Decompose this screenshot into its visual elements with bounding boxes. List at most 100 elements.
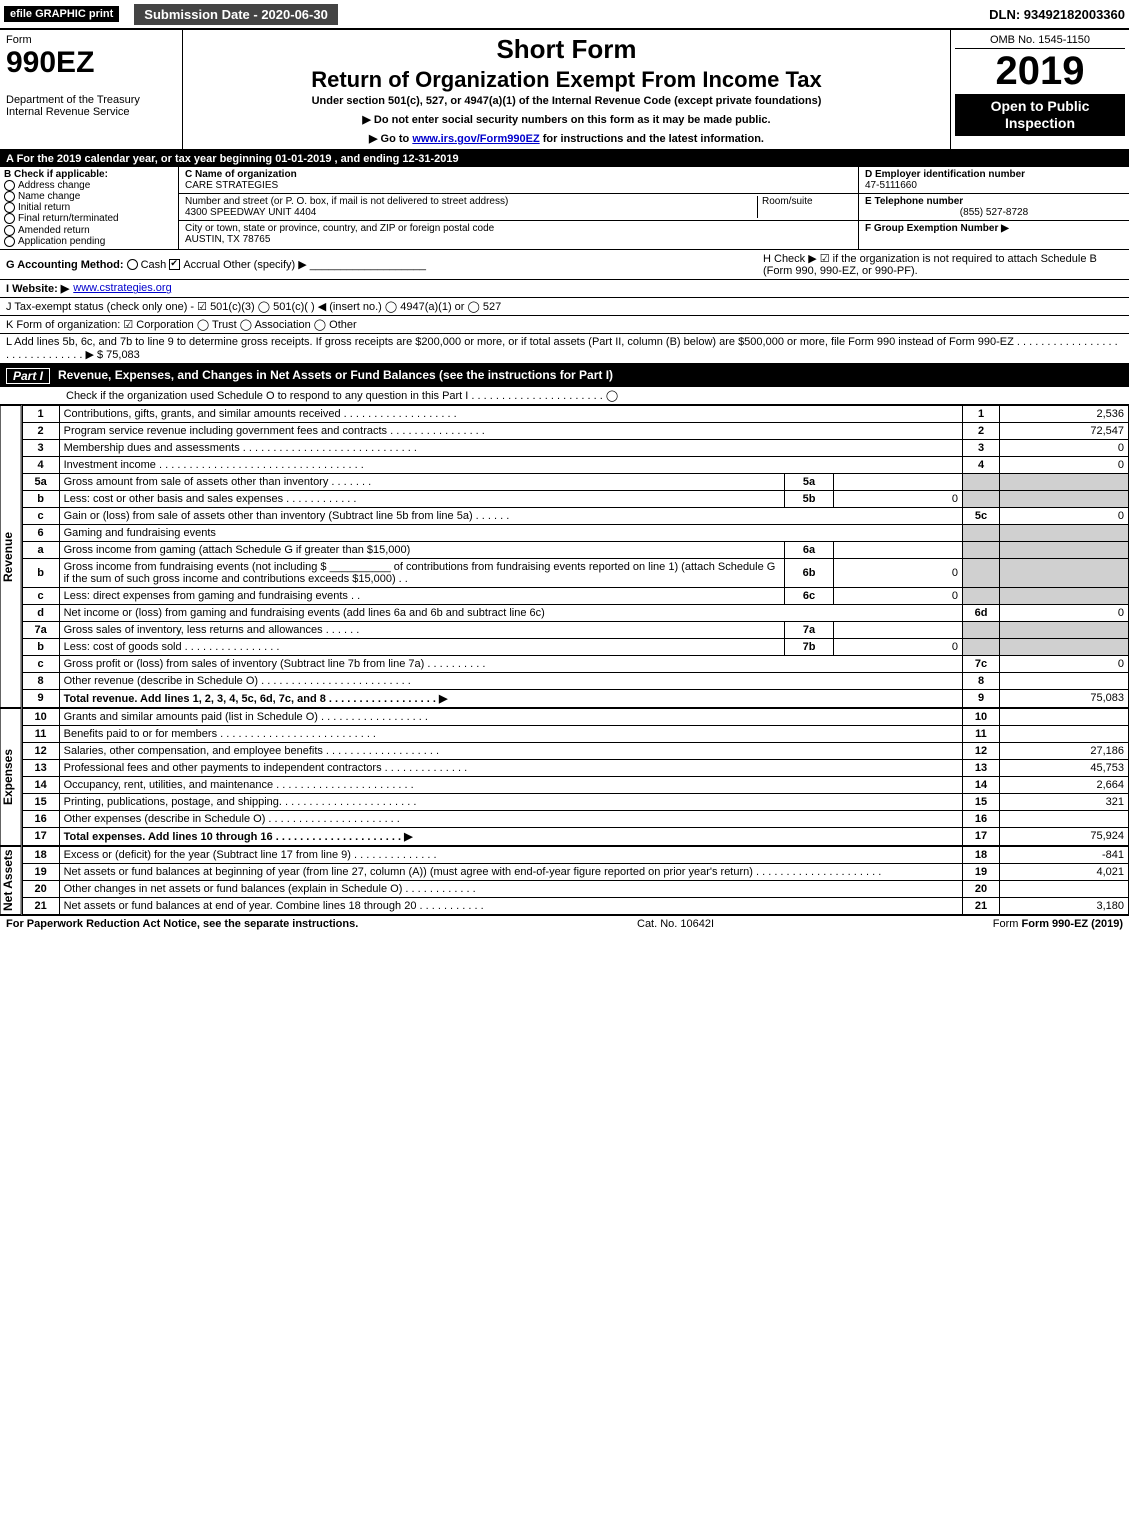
- dept: Department of the Treasury: [6, 94, 176, 106]
- expenses-section: Expenses 10Grants and similar amounts pa…: [0, 708, 1129, 846]
- f-label: F Group Exemption Number ▶: [865, 223, 1009, 234]
- box-d-e-f: D Employer identification number 47-5111…: [858, 167, 1129, 249]
- g-label: G Accounting Method:: [6, 259, 124, 271]
- j-text: J Tax-exempt status (check only one) - ☑…: [6, 300, 501, 313]
- cb-cash[interactable]: [127, 259, 138, 270]
- cb-amended[interactable]: Amended return: [4, 225, 174, 236]
- irs-link[interactable]: www.irs.gov/Form990EZ: [412, 133, 539, 145]
- line-17: 17Total expenses. Add lines 10 through 1…: [22, 827, 1128, 845]
- box-c: C Name of organization CARE STRATEGIES N…: [179, 167, 858, 249]
- cb-accrual[interactable]: [169, 259, 180, 270]
- line-6c: cLess: direct expenses from gaming and f…: [22, 587, 1128, 604]
- submission-date: Submission Date - 2020-06-30: [134, 4, 338, 25]
- line-20: 20Other changes in net assets or fund ba…: [22, 880, 1128, 897]
- line-4: 4Investment income . . . . . . . . . . .…: [22, 456, 1128, 473]
- part1-check: Check if the organization used Schedule …: [0, 387, 1129, 405]
- efile-badge[interactable]: efile GRAPHIC print: [4, 6, 119, 22]
- tax-year: 2019: [955, 49, 1125, 94]
- instr2-post: for instructions and the latest informat…: [540, 133, 764, 145]
- part1-label: Part I: [6, 368, 50, 384]
- website-link[interactable]: www.cstrategies.org: [73, 282, 171, 294]
- inspection-box: Open to Public Inspection: [955, 94, 1125, 136]
- line-15: 15Printing, publications, postage, and s…: [22, 793, 1128, 810]
- street-block: Number and street (or P. O. box, if mail…: [179, 194, 858, 221]
- i-label: I Website: ▶: [6, 282, 69, 295]
- cb-address[interactable]: Address change: [4, 180, 174, 191]
- line-13: 13Professional fees and other payments t…: [22, 759, 1128, 776]
- entity-block: B Check if applicable: Address change Na…: [0, 167, 1129, 250]
- line-7c: cGross profit or (loss) from sales of in…: [22, 655, 1128, 672]
- main-title: Return of Organization Exempt From Incom…: [193, 67, 940, 93]
- g-accounting: G Accounting Method: Cash Accrual Other …: [6, 258, 763, 271]
- line-5b: bLess: cost or other basis and sales exp…: [22, 490, 1128, 507]
- line-10: 10Grants and similar amounts paid (list …: [22, 708, 1128, 725]
- footer-center: Cat. No. 10642I: [637, 918, 714, 930]
- cb-pending[interactable]: Application pending: [4, 236, 174, 247]
- line-7b: bLess: cost of goods sold . . . . . . . …: [22, 638, 1128, 655]
- org-name: CARE STRATEGIES: [185, 180, 852, 191]
- line-2: 2Program service revenue including gover…: [22, 422, 1128, 439]
- footer-left: For Paperwork Reduction Act Notice, see …: [6, 918, 358, 930]
- top-bar: efile GRAPHIC print Submission Date - 20…: [0, 0, 1129, 30]
- d-label: D Employer identification number: [865, 169, 1123, 180]
- line-12: 12Salaries, other compensation, and empl…: [22, 742, 1128, 759]
- cb-name[interactable]: Name change: [4, 191, 174, 202]
- line-19: 19Net assets or fund balances at beginni…: [22, 863, 1128, 880]
- header-left: Form 990EZ Department of the Treasury In…: [0, 30, 183, 149]
- instr2-pre: ▶ Go to: [369, 133, 412, 145]
- period-row: A For the 2019 calendar year, or tax yea…: [0, 151, 1129, 167]
- side-netassets: Net Assets: [0, 846, 22, 915]
- ein: 47-5111660: [865, 180, 1123, 191]
- street: 4300 SPEEDWAY UNIT 4404: [185, 207, 757, 218]
- c-name-label: C Name of organization: [185, 169, 852, 180]
- phone: (855) 527-8728: [865, 207, 1123, 218]
- phone-block: E Telephone number (855) 527-8728: [859, 194, 1129, 221]
- line-9: 9Total revenue. Add lines 1, 2, 3, 4, 5c…: [22, 689, 1128, 707]
- h-check: H Check ▶ ☑ if the organization is not r…: [763, 252, 1123, 277]
- box-b-title: B Check if applicable:: [4, 169, 174, 180]
- line-6b: bGross income from fundraising events (n…: [22, 558, 1128, 587]
- line-14: 14Occupancy, rent, utilities, and mainte…: [22, 776, 1128, 793]
- part1-check-text: Check if the organization used Schedule …: [66, 389, 618, 402]
- line-5a: 5aGross amount from sale of assets other…: [22, 473, 1128, 490]
- e-label: E Telephone number: [865, 196, 1123, 207]
- cb-initial[interactable]: Initial return: [4, 202, 174, 213]
- city: AUSTIN, TX 78765: [185, 234, 852, 245]
- line-18: 18Excess or (deficit) for the year (Subt…: [22, 846, 1128, 863]
- expenses-table: 10Grants and similar amounts paid (list …: [22, 708, 1129, 846]
- page-footer: For Paperwork Reduction Act Notice, see …: [0, 915, 1129, 932]
- instruction-1: ▶ Do not enter social security numbers o…: [193, 113, 940, 126]
- box-b: B Check if applicable: Address change Na…: [0, 167, 179, 249]
- form-number: 990EZ: [6, 46, 176, 80]
- group-exemption: F Group Exemption Number ▶: [859, 221, 1129, 236]
- form-word: Form: [6, 34, 176, 46]
- irs: Internal Revenue Service: [6, 106, 176, 118]
- subtitle: Under section 501(c), 527, or 4947(a)(1)…: [193, 95, 940, 107]
- footer-right: Form Form 990-EZ (2019): [993, 918, 1123, 930]
- part1-header: Part I Revenue, Expenses, and Changes in…: [0, 365, 1129, 387]
- net-assets-section: Net Assets 18Excess or (deficit) for the…: [0, 846, 1129, 915]
- part1-title: Revenue, Expenses, and Changes in Net As…: [58, 368, 613, 384]
- city-label: City or town, state or province, country…: [185, 223, 852, 234]
- row-j: J Tax-exempt status (check only one) - ☑…: [0, 298, 1129, 316]
- line-11: 11Benefits paid to or for members . . . …: [22, 725, 1128, 742]
- omb-number: OMB No. 1545-1150: [955, 34, 1125, 49]
- row-i: I Website: ▶ www.cstrategies.org: [0, 280, 1129, 298]
- ein-block: D Employer identification number 47-5111…: [859, 167, 1129, 194]
- instruction-2: ▶ Go to www.irs.gov/Form990EZ for instru…: [193, 132, 940, 145]
- header-center: Short Form Return of Organization Exempt…: [183, 30, 950, 149]
- form-header: Form 990EZ Department of the Treasury In…: [0, 30, 1129, 151]
- side-revenue: Revenue: [0, 405, 22, 708]
- cb-final[interactable]: Final return/terminated: [4, 213, 174, 224]
- revenue-section: Revenue 1Contributions, gifts, grants, a…: [0, 405, 1129, 708]
- line-6d: dNet income or (loss) from gaming and fu…: [22, 604, 1128, 621]
- line-5c: cGain or (loss) from sale of assets othe…: [22, 507, 1128, 524]
- l-text: L Add lines 5b, 6c, and 7b to line 9 to …: [6, 336, 1123, 361]
- line-6: 6Gaming and fundraising events: [22, 524, 1128, 541]
- line-16: 16Other expenses (describe in Schedule O…: [22, 810, 1128, 827]
- net-assets-table: 18Excess or (deficit) for the year (Subt…: [22, 846, 1129, 915]
- room-suite: Room/suite: [757, 196, 852, 218]
- row-k: K Form of organization: ☑ Corporation ◯ …: [0, 316, 1129, 334]
- line-8: 8Other revenue (describe in Schedule O) …: [22, 672, 1128, 689]
- line-6a: aGross income from gaming (attach Schedu…: [22, 541, 1128, 558]
